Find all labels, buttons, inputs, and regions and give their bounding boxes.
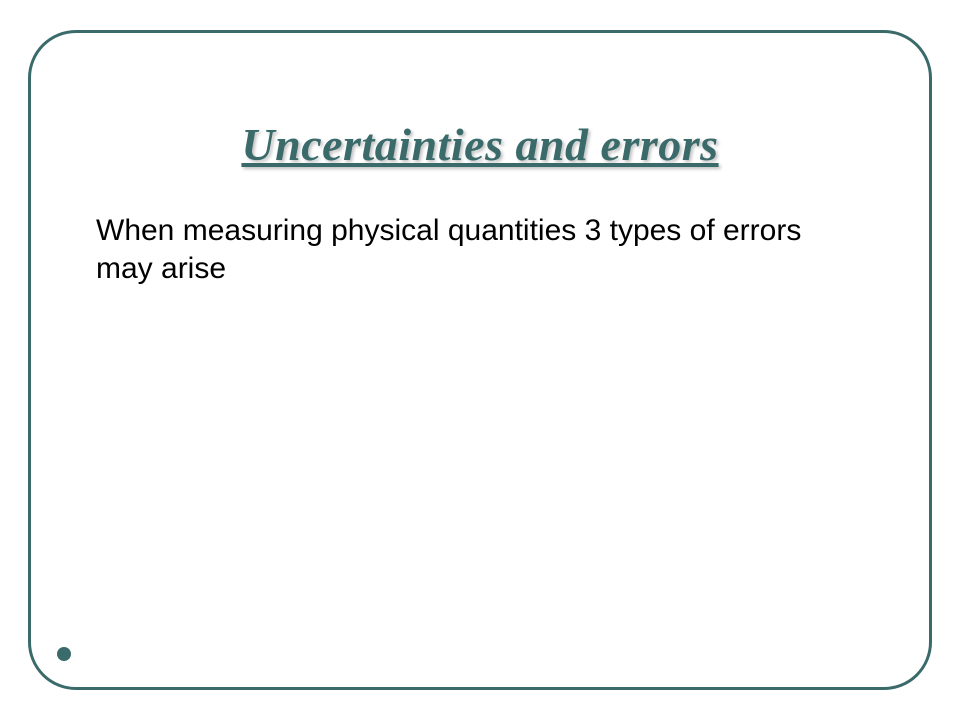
slide-title: Uncertainties and errors — [241, 119, 718, 170]
slide-body-text: When measuring physical quantities 3 typ… — [96, 212, 866, 287]
corner-dot-bottom-left — [57, 647, 71, 661]
title-container: Uncertainties and errors — [70, 118, 890, 171]
